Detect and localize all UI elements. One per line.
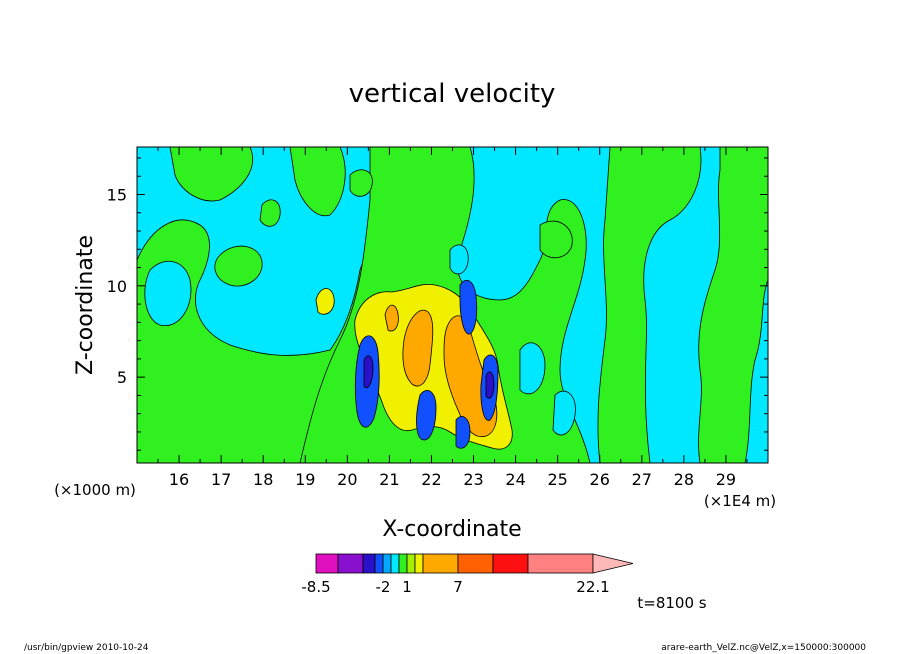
x-tick-label: 17 [211,470,231,489]
x-axis-label: X-coordinate [382,517,521,542]
chart-title: vertical velocity [349,79,556,109]
x-tick-label: 21 [379,470,399,489]
field-region-green-right1 [597,147,702,463]
colorbar-swatch [337,553,364,574]
field-region-green-top2 [289,147,346,217]
y-axis: 5 10 15 [107,157,768,451]
colorbar-swatch [390,553,400,574]
field-region-green-blob1 [214,245,263,287]
colorbar-swatch [374,553,384,574]
x-tick-label: 26 [590,470,610,489]
field-region-green-blob3 [349,169,373,197]
colorbar-swatch [406,553,416,574]
field-region-blue-e [455,416,471,449]
footer-left: /usr/bin/gpview 2010-10-24 [24,643,149,653]
field-region-cyan-pocket3 [552,390,576,436]
colorbar-swatch [362,553,376,574]
plot-area [137,147,768,463]
footer-right: arare-earth_VelZ.nc@VelZ,x=150000:300000 [661,643,866,653]
colorbar-swatch [422,553,459,574]
colorbar-swatch [398,553,408,574]
field-region-green-blob2 [259,199,281,227]
x-tick-label: 16 [169,470,189,489]
colorbar-swatch [492,553,529,574]
field-region-green-top1 [169,147,253,202]
colorbar-label: -2 [376,578,391,596]
y-tick-label: 5 [117,368,127,387]
field-region-green-blob4 [539,220,573,259]
colorbar-label: -8.5 [301,578,330,596]
x-unit-label: (×1E4 m) [704,492,776,510]
field-region-green-right2 [698,147,768,463]
colorbar-swatch [527,553,594,574]
colorbar-extension-arrow [592,553,634,574]
colorbar-swatch [414,553,424,574]
field-region-cyan-pocket4 [449,244,469,275]
x-tick-label: 23 [463,470,483,489]
x-tick-label: 22 [421,470,441,489]
field-region-blue-c [459,279,478,335]
colorbar-swatch [457,553,494,574]
y-unit-label: (×1000 m) [54,481,136,499]
field-region-blue-b [416,390,437,441]
field-region-orange-c [384,304,399,332]
field-region-violet-a [363,355,374,389]
x-axis: 16 17 18 19 20 21 22 23 24 25 26 27 28 29 [157,147,748,489]
y-tick-label: 10 [107,277,127,296]
x-tick-label: 29 [716,470,736,489]
colorbar-label: 1 [402,578,412,596]
colorbar-swatch [315,553,339,574]
field-region-cyan-pocket1 [144,260,192,326]
x-tick-label: 28 [674,470,694,489]
y-tick-label: 15 [107,185,127,204]
field-region-violet-b [485,371,495,399]
x-tick-label: 18 [253,470,273,489]
field-region-cyan-pocket2 [519,342,546,395]
colorbar: -8.5 -2 1 7 22.1 [301,553,634,596]
colorbar-label: 22.1 [576,578,609,596]
field-region-orange-a [402,309,434,387]
x-tick-label: 27 [632,470,652,489]
x-tick-label: 20 [337,470,357,489]
colorbar-swatch [382,553,392,574]
colorbar-label: 7 [453,578,463,596]
y-axis-label: Z-coordinate [73,235,98,375]
x-tick-label: 24 [505,470,525,489]
time-label: t=8100 s [637,594,706,612]
x-tick-label: 25 [547,470,567,489]
x-tick-label: 19 [295,470,315,489]
field-region-yellow-small [315,288,335,315]
